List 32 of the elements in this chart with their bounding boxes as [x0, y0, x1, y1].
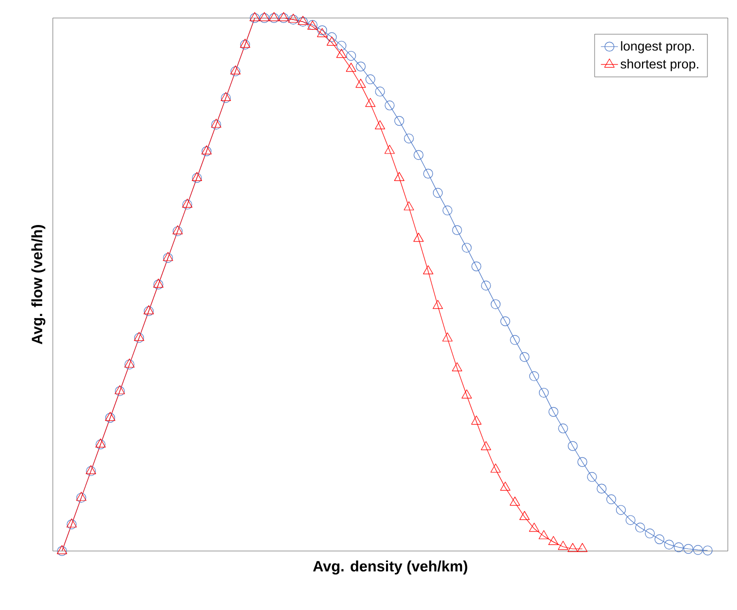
point [558, 540, 568, 550]
point [510, 496, 520, 506]
legend-label: shortest prop. [620, 59, 698, 72]
point [452, 362, 462, 372]
point [365, 98, 376, 107]
point [529, 522, 540, 532]
point [548, 536, 559, 546]
point [356, 78, 366, 88]
point [346, 62, 356, 72]
point [413, 232, 424, 242]
point [577, 542, 588, 552]
point [384, 144, 395, 154]
y-axis-title: Avg. flow (veh/h) [31, 225, 46, 344]
point [394, 172, 404, 181]
point [538, 530, 549, 540]
x-axis-title: Avg. density (veh/km) [313, 560, 468, 575]
point [432, 300, 443, 309]
point [480, 441, 492, 450]
point [490, 464, 501, 473]
point [442, 332, 453, 342]
point [404, 201, 414, 210]
point [423, 265, 434, 274]
point [462, 389, 472, 398]
point [471, 416, 482, 425]
point [374, 120, 386, 130]
point [326, 36, 337, 46]
legend-label: longest prop. [621, 41, 694, 54]
point [519, 511, 530, 520]
point [568, 542, 578, 552]
point [336, 48, 347, 58]
point [500, 482, 510, 491]
point [317, 28, 328, 38]
